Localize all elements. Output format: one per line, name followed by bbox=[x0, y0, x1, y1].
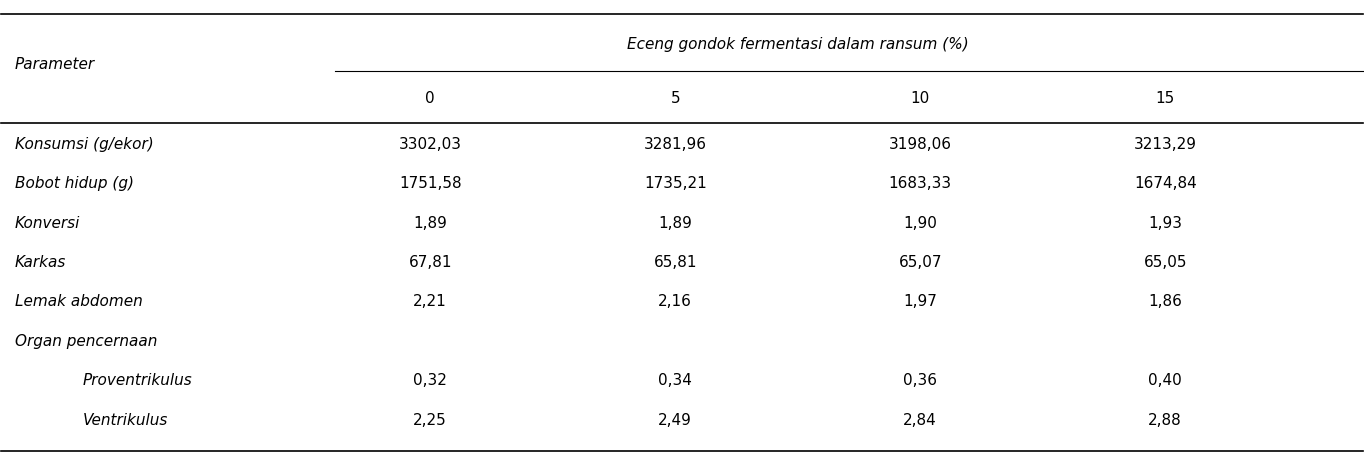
Text: 0,34: 0,34 bbox=[659, 372, 692, 387]
Text: 1674,84: 1674,84 bbox=[1133, 176, 1196, 191]
Text: 2,49: 2,49 bbox=[659, 412, 692, 427]
Text: 2,21: 2,21 bbox=[413, 294, 447, 308]
Text: Konsumsi (g/ekor): Konsumsi (g/ekor) bbox=[15, 136, 154, 152]
Text: 1,86: 1,86 bbox=[1148, 294, 1183, 308]
Text: 10: 10 bbox=[911, 91, 930, 106]
Text: 65,07: 65,07 bbox=[899, 254, 943, 269]
Text: 0: 0 bbox=[426, 91, 435, 106]
Text: 1683,33: 1683,33 bbox=[889, 176, 952, 191]
Text: 2,25: 2,25 bbox=[413, 412, 447, 427]
Text: Konversi: Konversi bbox=[15, 215, 80, 230]
Text: 1,89: 1,89 bbox=[659, 215, 692, 230]
Text: 67,81: 67,81 bbox=[408, 254, 451, 269]
Text: 2,88: 2,88 bbox=[1148, 412, 1183, 427]
Text: 5: 5 bbox=[670, 91, 681, 106]
Text: 1,93: 1,93 bbox=[1148, 215, 1183, 230]
Text: Organ pencernaan: Organ pencernaan bbox=[15, 333, 157, 348]
Text: 3281,96: 3281,96 bbox=[644, 136, 707, 152]
Text: Bobot hidup (g): Bobot hidup (g) bbox=[15, 176, 134, 191]
Text: 2,16: 2,16 bbox=[659, 294, 692, 308]
Text: 1,89: 1,89 bbox=[413, 215, 447, 230]
Text: Ventrikulus: Ventrikulus bbox=[83, 412, 168, 427]
Text: 3198,06: 3198,06 bbox=[889, 136, 952, 152]
Text: Eceng gondok fermentasi dalam ransum (%): Eceng gondok fermentasi dalam ransum (%) bbox=[627, 37, 968, 52]
Text: 1751,58: 1751,58 bbox=[398, 176, 461, 191]
Text: Lemak abdomen: Lemak abdomen bbox=[15, 294, 143, 308]
Text: 15: 15 bbox=[1155, 91, 1174, 106]
Text: 1,97: 1,97 bbox=[903, 294, 937, 308]
Text: 0,40: 0,40 bbox=[1148, 372, 1183, 387]
Text: 3213,29: 3213,29 bbox=[1133, 136, 1196, 152]
Text: 3302,03: 3302,03 bbox=[398, 136, 461, 152]
Text: Parameter: Parameter bbox=[15, 57, 95, 72]
Text: Proventrikulus: Proventrikulus bbox=[83, 372, 192, 387]
Text: 65,81: 65,81 bbox=[653, 254, 697, 269]
Text: 2,84: 2,84 bbox=[903, 412, 937, 427]
Text: 0,36: 0,36 bbox=[903, 372, 937, 387]
Text: 0,32: 0,32 bbox=[413, 372, 447, 387]
Text: Karkas: Karkas bbox=[15, 254, 67, 269]
Text: 1,90: 1,90 bbox=[903, 215, 937, 230]
Text: 1735,21: 1735,21 bbox=[644, 176, 707, 191]
Text: 65,05: 65,05 bbox=[1143, 254, 1187, 269]
